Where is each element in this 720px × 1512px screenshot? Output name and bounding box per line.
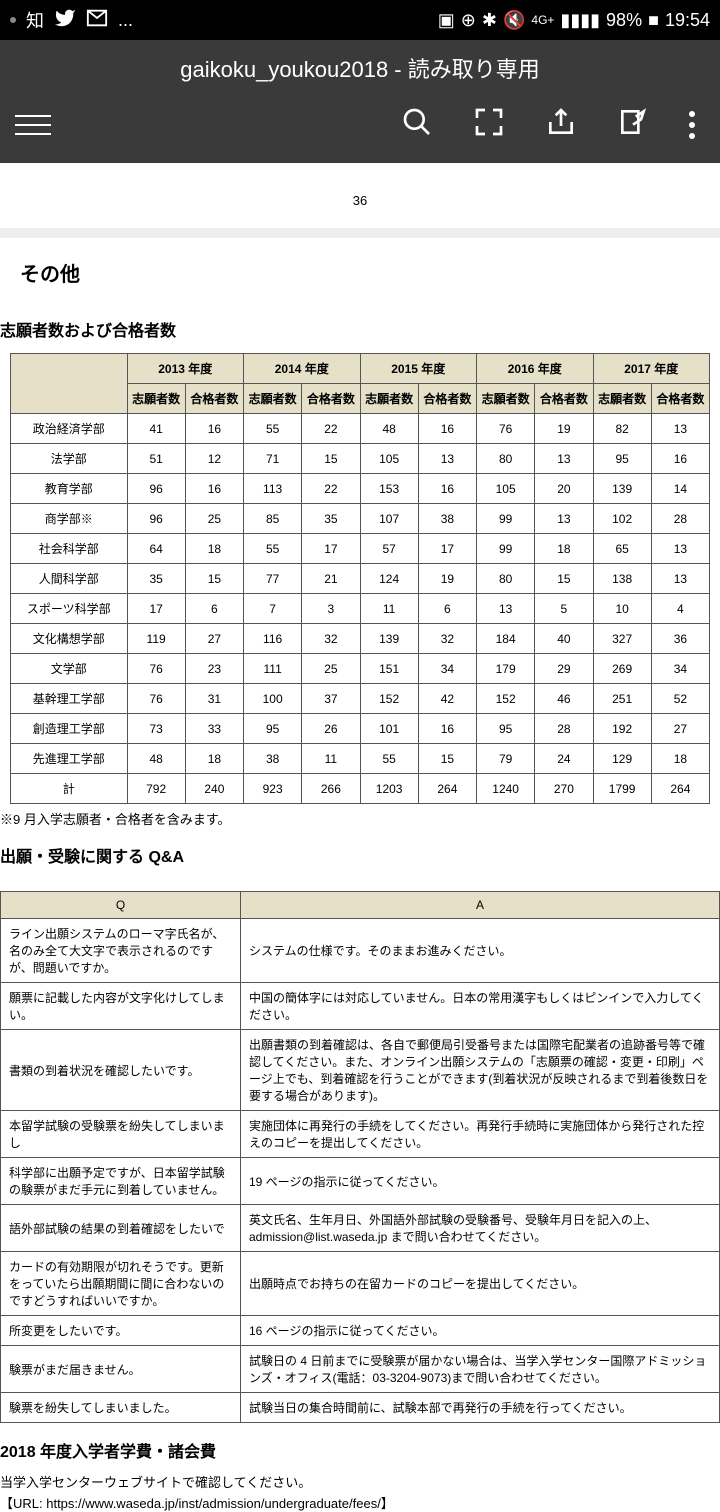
search-button[interactable] (401, 106, 433, 143)
data-icon: ⊕ (461, 10, 476, 31)
mute-icon: 🔇 (503, 10, 525, 31)
toolbar (0, 96, 720, 163)
edit-button[interactable] (617, 106, 649, 143)
qa-row: 語外部試験の結果の到着確認をしたいで英文氏名、生年月日、外国語外部試験の受験番号… (1, 1205, 720, 1252)
subsection-qa: 出願・受験に関する Q&A (0, 828, 720, 879)
fees-line2: 【URL: https://www.waseda.jp/inst/admissi… (0, 1491, 720, 1512)
app-icon-zhi: 知 (26, 7, 44, 33)
qa-header-a: A (241, 892, 720, 919)
section-title: その他 (0, 258, 720, 302)
menu-button[interactable] (15, 108, 51, 142)
qa-row: 本留学試験の受験票を紛失してしまいまし実施団体に再発行の手続をしてください。再発… (1, 1111, 720, 1158)
app-icon-twitter (54, 7, 76, 34)
qa-table: Q A ライン出願システムのローマ字氏名が、名のみ全て大文字で表示されるのですが… (0, 891, 720, 1423)
table-row: 商学部※9625853510738991310228 (11, 504, 710, 534)
fullscreen-button[interactable] (473, 106, 505, 143)
qa-row: ライン出願システムのローマ字氏名が、名のみ全て大文字で表示されるのですが、問題い… (1, 919, 720, 983)
applicants-table: 2013 年度2014 年度2015 年度2016 年度2017 年度志願者数合… (10, 353, 710, 804)
cast-icon: ▣ (438, 10, 455, 31)
qa-row: 験票を紛失してしまいました。試験当日の集合時間前に、試験本部で再発行の手続を行っ… (1, 1393, 720, 1423)
qa-row: カードの有効期限が切れそうです。更新をっていたら出願期間に間に合わないのですどう… (1, 1252, 720, 1316)
app-bar: gaikoku_youkou2018 - 読み取り専用 (0, 40, 720, 163)
status-right: ▣ ⊕ ✱ 🔇 4G+ ▮▮▮▮ 98% ■ 19:54 (438, 10, 710, 31)
table-row: 基幹理工学部763110037152421524625152 (11, 684, 710, 714)
prev-page-number: 36 (0, 163, 720, 238)
status-dot-icon (10, 17, 16, 23)
qa-row: 書類の到着状況を確認したいです。出願書類の到着確認は、各自で郵便局引受番号または… (1, 1030, 720, 1111)
table-row: 教育学部961611322153161052013914 (11, 474, 710, 504)
more-button[interactable] (689, 111, 695, 139)
fees-line1: 当学入学センターウェブサイトで確認してください。 (0, 1470, 720, 1491)
status-left: 知 ... (10, 7, 133, 34)
qa-row: 願票に記載した内容が文字化けしてしまい。中国の簡体字には対応していません。日本の… (1, 983, 720, 1030)
table-row: 創造理工学部7333952610116952819227 (11, 714, 710, 744)
app-icon-mail (86, 7, 108, 34)
subsection-applicants: 志願者数および合格者数 (0, 302, 720, 353)
network-label: 4G+ (531, 13, 554, 27)
clock-label: 19:54 (665, 10, 710, 31)
qa-row: 験票がまだ届きません。試験日の 4 日前までに受験票が届かない場合は、当学入学セ… (1, 1346, 720, 1393)
overflow-icon: ... (118, 10, 133, 31)
table-row: 法学部511271151051380139516 (11, 444, 710, 474)
table-row: 人間科学部3515772112419801513813 (11, 564, 710, 594)
table-row: 社会科学部64185517571799186513 (11, 534, 710, 564)
battery-icon: ■ (648, 10, 659, 31)
document-title: gaikoku_youkou2018 - 読み取り専用 (0, 40, 720, 96)
document-page: その他 志願者数および合格者数 2013 年度2014 年度2015 年度201… (0, 238, 720, 1512)
share-button[interactable] (545, 106, 577, 143)
battery-label: 98% (606, 10, 642, 31)
qa-row: 所変更をしたいです。16 ページの指示に従ってください。 (1, 1316, 720, 1346)
status-bar: 知 ... ▣ ⊕ ✱ 🔇 4G+ ▮▮▮▮ 98% ■ 19:54 (0, 0, 720, 40)
table-row: スポーツ科学部17673116135104 (11, 594, 710, 624)
subsection-fees: 2018 年度入学者学費・諸会費 (0, 1423, 720, 1470)
table-row: 政治経済学部41165522481676198213 (11, 414, 710, 444)
table-row: 計792240923266120326412402701799264 (11, 774, 710, 804)
table-row: 文学部762311125151341792926934 (11, 654, 710, 684)
qa-row: 科学部に出願予定ですが、日本留学試験の験票がまだ手元に到着していません。19 ペ… (1, 1158, 720, 1205)
signal-icon: ▮▮▮▮ (560, 10, 600, 31)
table-footnote: ※9 月入学志願者・合格者を含みます。 (0, 804, 720, 828)
qa-header-q: Q (1, 892, 241, 919)
bluetooth-icon: ✱ (482, 10, 497, 31)
table-row: 先進理工学部481838115515792412918 (11, 744, 710, 774)
document-viewport[interactable]: 36 その他 志願者数および合格者数 2013 年度2014 年度2015 年度… (0, 163, 720, 1512)
table-row: 文化構想学部1192711632139321844032736 (11, 624, 710, 654)
